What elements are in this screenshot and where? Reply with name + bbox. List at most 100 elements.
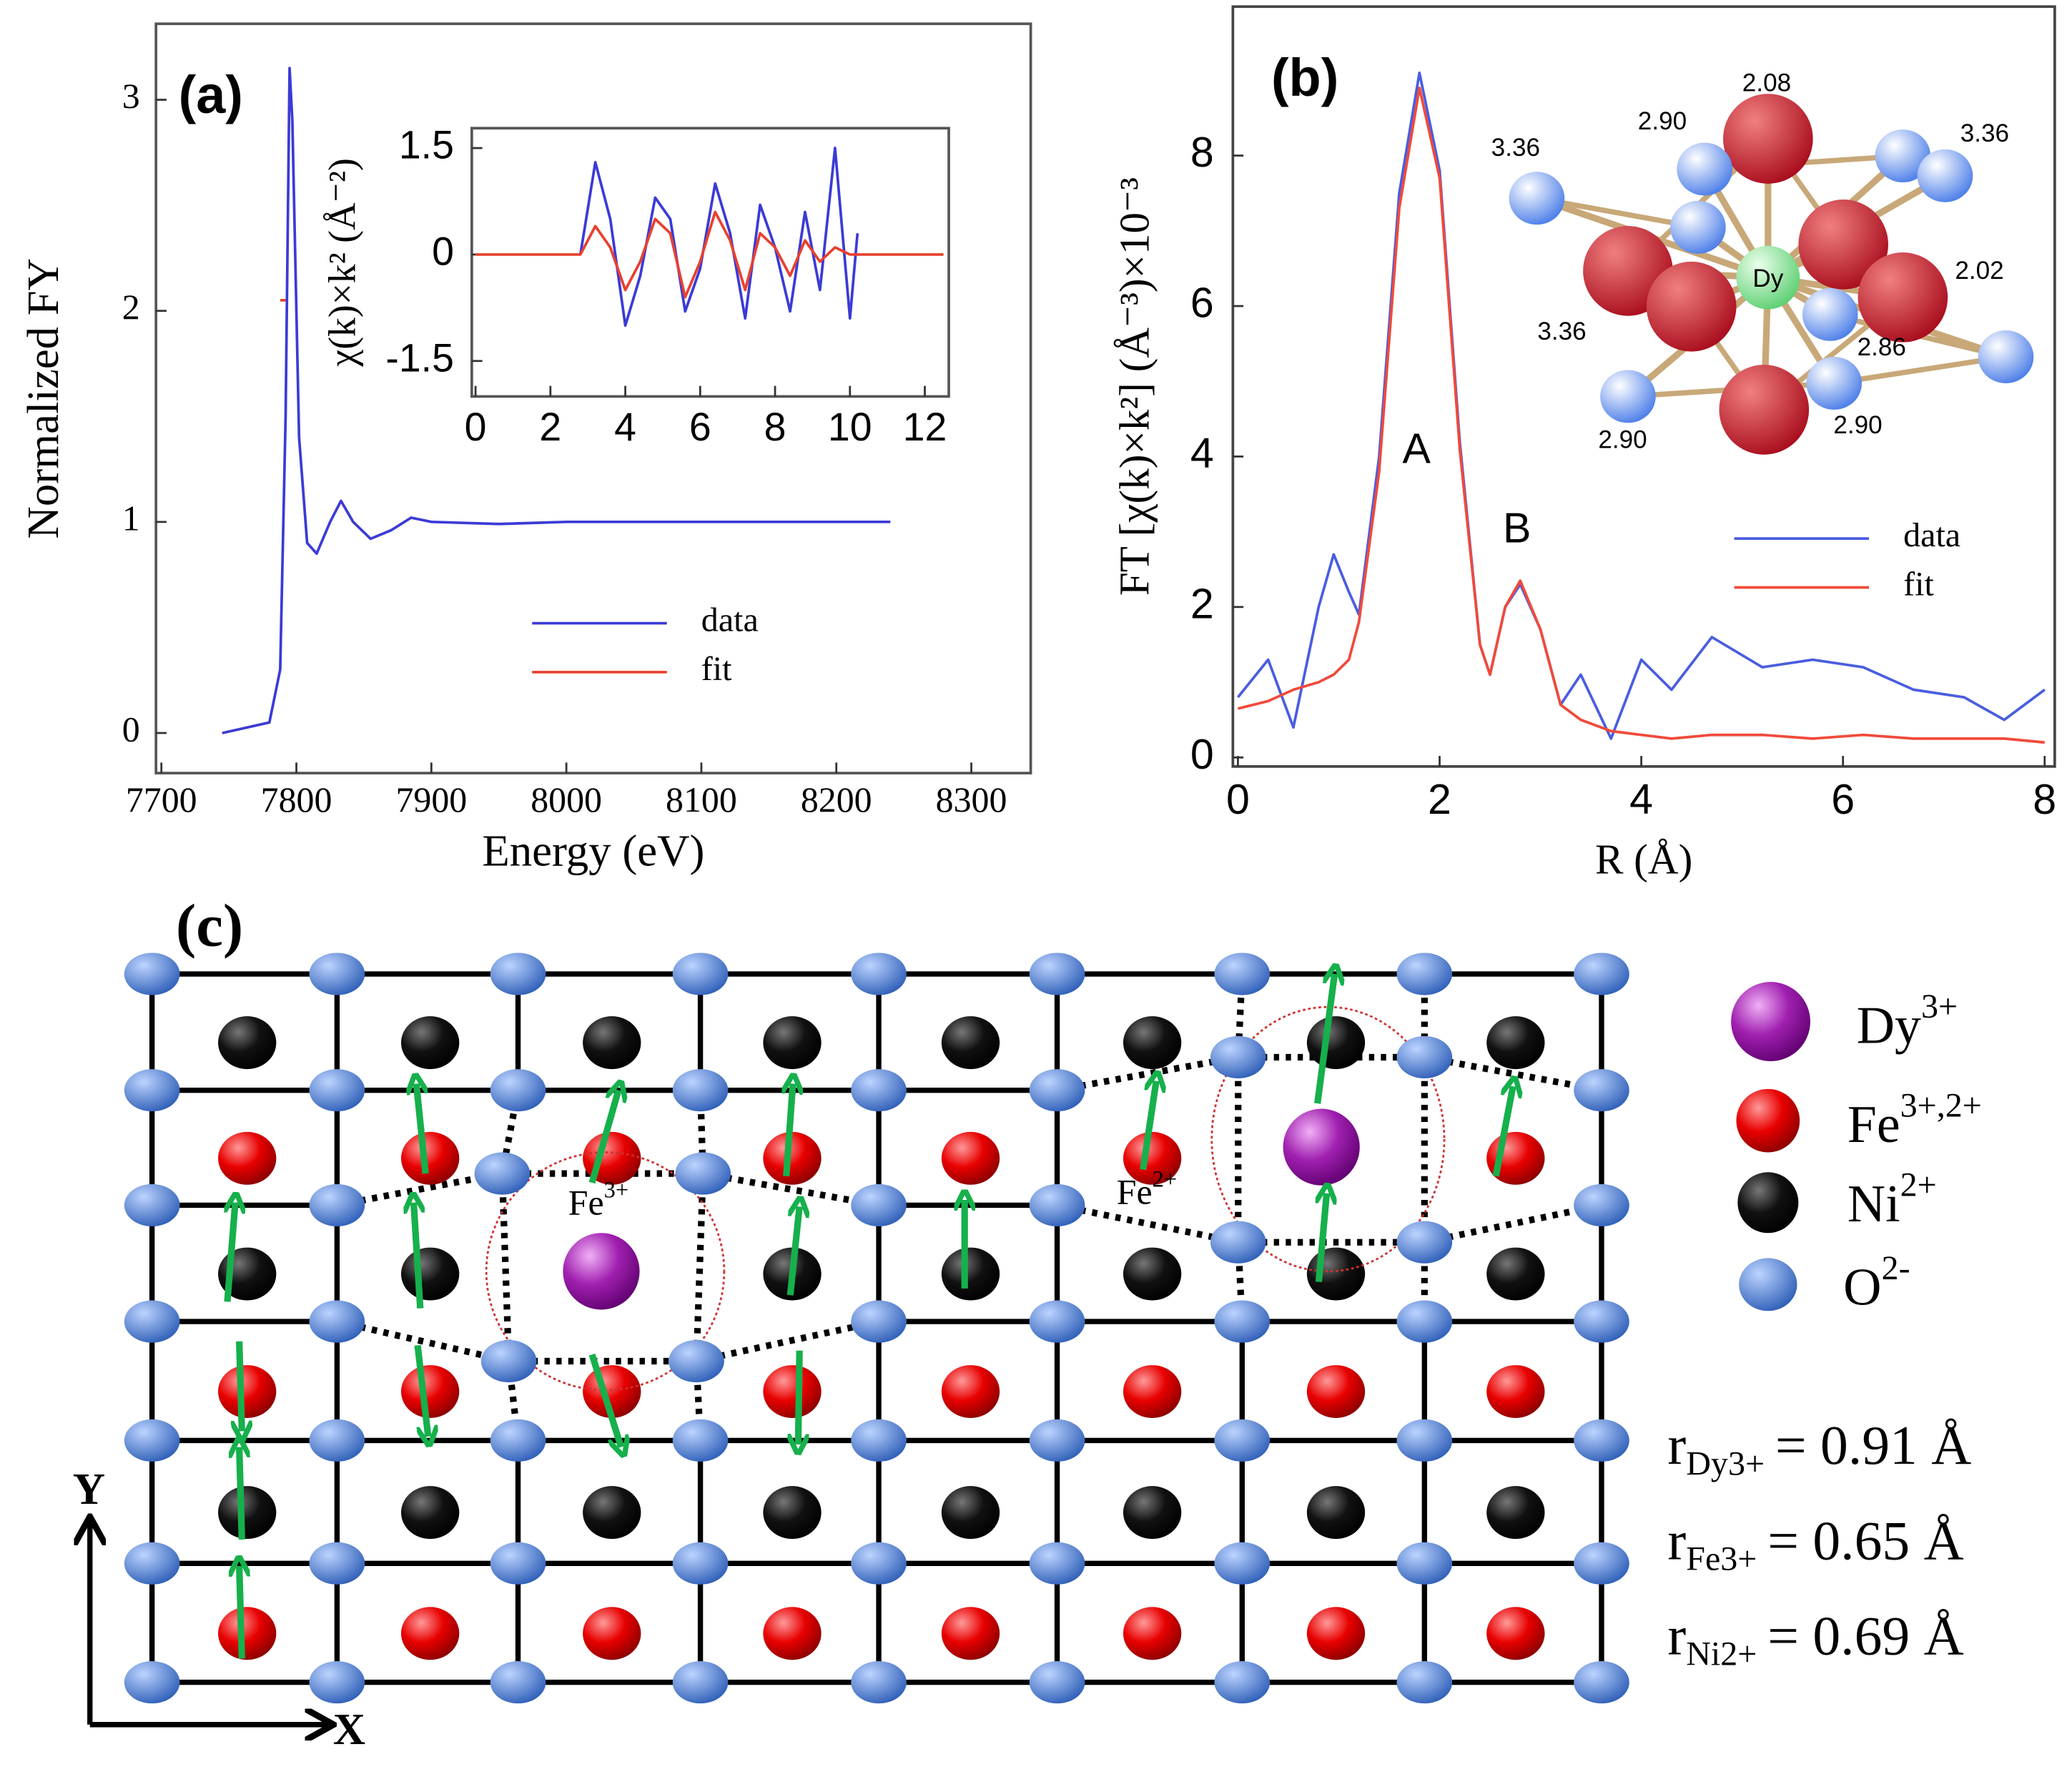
legend-swatch	[1731, 982, 1810, 1062]
o-ion	[672, 1069, 729, 1112]
fe-ion	[218, 1607, 277, 1660]
o-ion	[1029, 1300, 1085, 1343]
o-ion	[1574, 1542, 1629, 1585]
o-ion	[851, 1300, 907, 1343]
o-ion	[1210, 1221, 1266, 1264]
o-ion	[309, 1542, 365, 1585]
radius-value: = 0.91 Å	[1775, 1414, 1971, 1476]
o-ion	[1574, 1183, 1629, 1227]
o-ion	[124, 1419, 180, 1462]
o-ion	[480, 1339, 537, 1383]
series-line	[475, 210, 944, 299]
atom	[1646, 261, 1737, 352]
x-tick-label: 7800	[261, 780, 332, 819]
o-ion	[309, 1183, 365, 1227]
peak-label: A	[1403, 425, 1431, 473]
fe-ion	[763, 1131, 822, 1185]
legend-label: fit	[701, 650, 732, 688]
ni-ion	[941, 1016, 1000, 1070]
plot-frame	[470, 127, 950, 398]
fe-ion	[400, 1131, 460, 1185]
o-ion	[1210, 1035, 1266, 1079]
ni-ion	[400, 1486, 460, 1540]
ion-charge: 3+,2+	[1900, 1087, 1982, 1125]
fe-ion	[763, 1365, 822, 1418]
o-ion	[1574, 1419, 1629, 1462]
fe-ion	[941, 1131, 1000, 1185]
spin-arrow	[414, 1344, 428, 1437]
dy-ion	[1283, 1108, 1360, 1186]
x-tick-label: 10	[828, 405, 872, 449]
y-tick-label: 6	[1190, 279, 1214, 327]
fe-ion	[763, 1607, 822, 1660]
o-ion	[672, 1419, 729, 1462]
atom	[1802, 287, 1858, 341]
panel-label: (c)	[176, 892, 243, 959]
o-ion	[1214, 1542, 1271, 1585]
atom	[1736, 245, 1800, 310]
radius-equation: rFe3+ = 0.65 Å	[1667, 1510, 1963, 1577]
o-ion	[1574, 1069, 1629, 1112]
ion-symbol: Fe	[568, 1183, 604, 1223]
o-ion	[309, 1661, 365, 1704]
o-ion	[851, 1419, 907, 1462]
ni-ion	[1306, 1247, 1366, 1301]
radius-symbol: r	[1667, 1414, 1686, 1476]
o-ion	[1396, 1661, 1453, 1704]
spin-arrow	[240, 1341, 242, 1432]
o-ion	[1396, 1300, 1453, 1343]
legend-label: O2-	[1843, 1249, 1910, 1316]
bond-length: 3.36	[1960, 119, 2009, 147]
bond	[1833, 354, 2007, 386]
atom	[1978, 330, 2034, 383]
ni-ion	[400, 1016, 460, 1070]
fe-ion	[1306, 1607, 1366, 1660]
ni-ion	[941, 1247, 1000, 1301]
o-ion	[1396, 1542, 1453, 1585]
spin-arrow	[1314, 974, 1335, 1104]
fe-ion	[1123, 1365, 1182, 1418]
ni-ion	[218, 1016, 277, 1070]
o-ion	[1029, 1419, 1085, 1462]
panel-label: (b)	[1271, 48, 1338, 107]
ion-symbol: O	[1843, 1257, 1881, 1316]
o-ion	[490, 1069, 546, 1112]
o-ion	[851, 1069, 907, 1112]
o-ion	[851, 1542, 907, 1585]
o-ion	[851, 1183, 907, 1227]
bond-length: 3.36	[1491, 134, 1540, 162]
spin-arrow	[240, 1447, 242, 1540]
ni-ion	[583, 1016, 641, 1070]
y-tick-label: 0	[432, 230, 454, 274]
y-axis-label: χ(k)×k² (Å⁻²)	[321, 158, 364, 367]
fe-ion	[218, 1365, 277, 1418]
bond	[693, 1173, 706, 1362]
dy-site-ring	[1210, 1005, 1446, 1273]
o-ion	[309, 1300, 365, 1343]
legend-swatch	[1739, 1258, 1797, 1311]
atom	[1806, 356, 1863, 410]
bond-length: 2.86	[1858, 333, 1906, 361]
o-ion	[1214, 952, 1271, 995]
o-ion	[490, 1542, 546, 1585]
ion-symbol: Fe	[1117, 1173, 1153, 1212]
x-tick-label: 2	[1428, 775, 1451, 823]
ni-ion	[1486, 1486, 1545, 1540]
o-ion	[124, 952, 180, 995]
legend-label: Ni2+	[1847, 1166, 1937, 1233]
x-tick-label: 8300	[936, 780, 1007, 819]
o-ion	[309, 1419, 365, 1462]
spin-arrow	[1318, 1193, 1326, 1283]
y-tick-label: 3	[122, 77, 140, 116]
fe-ion	[1306, 1365, 1366, 1418]
fe-ion	[583, 1607, 641, 1660]
spin-arrow	[414, 1203, 420, 1309]
spin-arrow	[798, 1350, 799, 1444]
o-ion	[1029, 1069, 1085, 1112]
o-ion	[490, 1661, 546, 1704]
bond-length: 2.02	[1955, 257, 2003, 285]
atom	[1798, 200, 1889, 290]
spin-arrow	[416, 1083, 429, 1174]
atom	[1858, 252, 1948, 343]
spin-arrow	[786, 1206, 799, 1296]
